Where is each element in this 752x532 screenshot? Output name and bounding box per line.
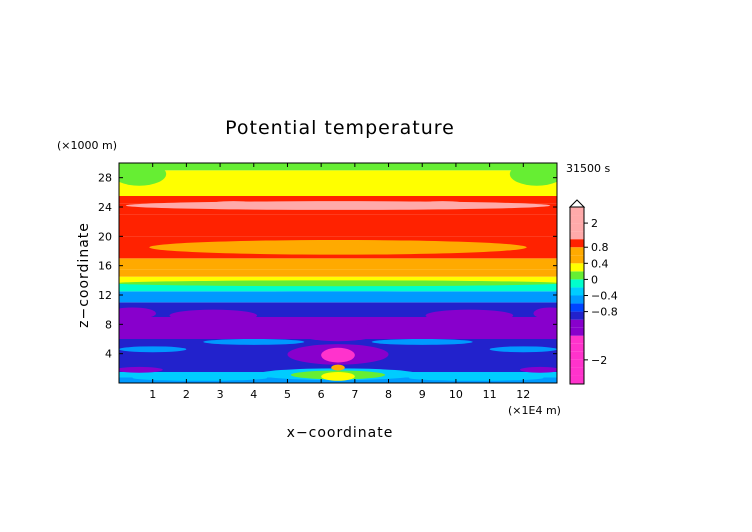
heatmap-band: [119, 196, 557, 204]
colorbar-label: −0.4: [591, 290, 618, 303]
heatmap-band: [119, 163, 557, 171]
x-tick-label: 4: [250, 388, 257, 401]
heatmap-band: [119, 258, 557, 270]
y-tick-label: 4: [105, 348, 112, 361]
y-tick-label: 8: [105, 318, 112, 331]
heatmap-cell: [119, 291, 557, 302]
heatmap-cell: [331, 364, 345, 371]
colorbar-cell: [570, 359, 584, 368]
x-axis-ticks: 1 2 3 4 5 6 7 8 9 10 11 12: [149, 163, 530, 401]
y-axis-ticks: 4 8 12 16 20 24 28: [98, 172, 557, 361]
heatmap-cell: [119, 280, 557, 287]
colorbar-cell: [570, 375, 584, 384]
colorbar: 2 0.8 0.4 0 −0.4 −0.8 −2: [568, 199, 618, 385]
colorbar-cell: [570, 351, 584, 360]
heatmap-cell: [509, 163, 557, 186]
y-tick-label: 20: [98, 230, 112, 243]
heatmap-cell: [203, 339, 305, 345]
heatmap-cell: [149, 240, 527, 255]
colorbar-cell: [570, 279, 584, 288]
colorbar-cell: [570, 343, 584, 352]
y-unit-label: (×1000 m): [57, 139, 117, 152]
colorbar-cell: [570, 303, 584, 312]
x-tick-label: 1: [149, 388, 156, 401]
colorbar-cell: [570, 263, 584, 272]
colorbar-cell: [570, 335, 584, 344]
time-label: 31500 s: [566, 162, 610, 175]
heatmap-cell: [119, 163, 167, 186]
x-tick-label: 2: [183, 388, 190, 401]
colorbar-cell: [570, 287, 584, 296]
x-tick-label: 12: [516, 388, 530, 401]
heatmap-cell: [119, 346, 187, 353]
colorbar-cell: [570, 215, 584, 224]
heatmap-band: [119, 269, 557, 277]
x-tick-label: 9: [419, 388, 426, 401]
x-unit-label: (×1E4 m): [508, 404, 561, 417]
y-axis-label: z−coordinate: [76, 222, 92, 328]
colorbar-cell: [570, 231, 584, 240]
colorbar-label: −2: [591, 354, 607, 367]
colorbar-cell: [570, 319, 584, 328]
heatmap-cell: [125, 201, 551, 210]
colorbar-cell: [570, 247, 584, 256]
x-tick-label: 8: [385, 388, 392, 401]
heatmap-cell: [425, 309, 514, 322]
heatmap-cell: [132, 374, 268, 381]
colorbar-label: 0: [591, 273, 598, 286]
x-tick-label: 11: [483, 388, 497, 401]
heatmap-band: [119, 170, 557, 185]
x-tick-label: 10: [449, 388, 463, 401]
colorbar-label: 0.4: [591, 257, 609, 270]
colorbar-cell: [570, 311, 584, 320]
heatmap-cell: [321, 347, 355, 363]
colorbar-cell: [570, 295, 584, 304]
heatmap-cell: [321, 372, 355, 381]
colorbar-cell: [570, 367, 584, 376]
colorbar-cell: [570, 327, 584, 336]
heatmap-area: [119, 163, 557, 383]
x-tick-label: 7: [351, 388, 358, 401]
colorbar-label: 0.8: [591, 241, 609, 254]
x-tick-label: 3: [217, 388, 224, 401]
chart-title: Potential temperature: [225, 117, 455, 139]
plot-frame: [118, 162, 558, 384]
heatmap-cell: [294, 322, 382, 342]
x-tick-label: 6: [318, 388, 325, 401]
x-tick-label: 5: [284, 388, 291, 401]
heatmap-cell: [169, 309, 258, 322]
heatmap-cell: [371, 339, 473, 345]
heatmap-band: [119, 185, 557, 196]
heatmap-cell: [119, 366, 163, 373]
colorbar-cell: [570, 271, 584, 280]
heatmap-band: [119, 214, 557, 237]
y-tick-label: 12: [98, 289, 112, 302]
heatmap-cell: [408, 374, 544, 381]
colorbar-top-arrow: [568, 199, 586, 208]
y-tick-label: 28: [98, 172, 112, 185]
heatmap-band: [119, 276, 557, 284]
heatmap-cell: [415, 201, 470, 209]
colorbar-label: −0.8: [591, 306, 618, 319]
heatmap-cell: [119, 307, 157, 320]
colorbar-cell: [570, 207, 584, 216]
colorbar-label: 2: [591, 217, 598, 230]
colorbar-cell: [570, 239, 584, 248]
x-axis-label: x−coordinate: [287, 425, 394, 441]
heatmap-band: [119, 284, 557, 292]
heatmap-cell: [519, 366, 557, 373]
heatmap-cell: [206, 201, 261, 209]
heatmap-cell: [489, 346, 557, 353]
y-tick-label: 16: [98, 260, 112, 273]
colorbar-cell: [570, 255, 584, 264]
colorbar-cell: [570, 223, 584, 232]
heatmap-cell: [533, 307, 557, 320]
y-tick-label: 24: [98, 201, 112, 214]
